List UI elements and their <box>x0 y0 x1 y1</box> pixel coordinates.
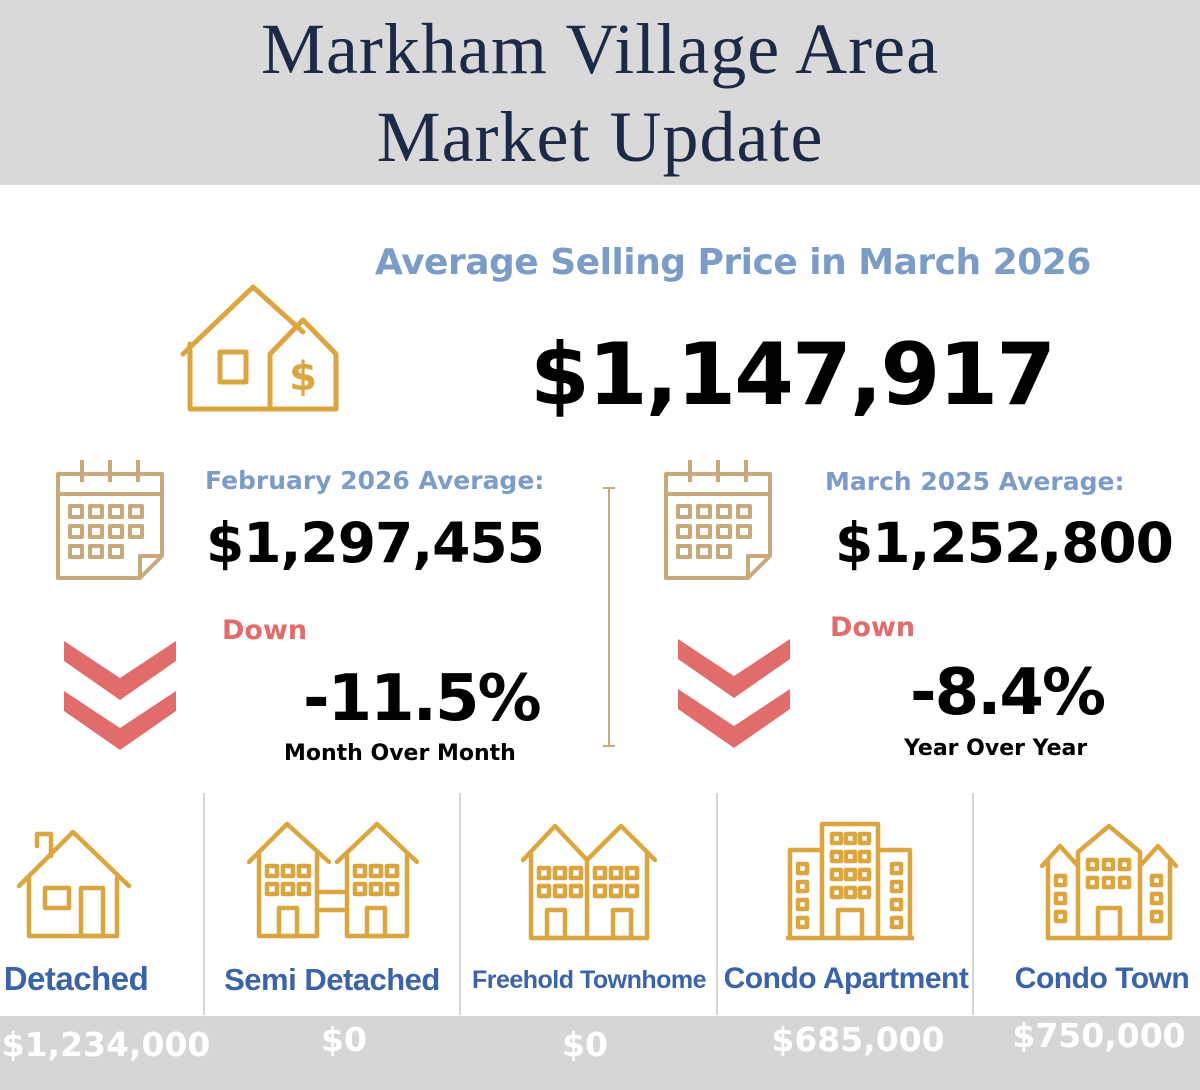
month-change-caption: Month Over Month <box>284 741 516 766</box>
page-title-line1: Markham Village Area <box>260 9 940 89</box>
semi-detached-icon <box>247 821 419 939</box>
average-price-heading: Average Selling Price in March 2026 <box>375 242 1091 283</box>
type-label-freehold-townhome: Freehold Townhome <box>471 966 707 994</box>
year-change-caption: Year Over Year <box>904 736 1088 761</box>
condo-apartment-icon <box>786 821 914 941</box>
comparison-divider <box>603 487 615 747</box>
column-divider <box>972 793 974 1015</box>
type-label-detached: Detached <box>3 960 149 997</box>
type-label-condo-town: Condo Town <box>1014 962 1190 995</box>
page-title-line2: Market Update <box>376 97 824 177</box>
year-compare-label: March 2025 Average: <box>825 467 1125 496</box>
month-compare-label: February 2026 Average: <box>205 466 545 495</box>
column-divider <box>716 793 718 1015</box>
month-change-value: -11.5% <box>303 662 542 736</box>
month-compare-value: $1,297,455 <box>206 511 545 575</box>
calendar-icon <box>56 460 164 580</box>
down-chevron-icon <box>64 641 176 750</box>
column-divider <box>203 793 205 1015</box>
header-banner: Markham Village Area Market Update <box>0 0 1200 185</box>
price-condo-apartment: $685,000 <box>771 1020 945 1059</box>
price-freehold-townhome: $0 <box>562 1025 608 1064</box>
type-label-semi-detached: Semi Detached <box>224 962 440 997</box>
svg-text:$: $ <box>289 354 317 400</box>
year-change-value: -8.4% <box>910 656 1106 730</box>
type-label-condo-apartment: Condo Apartment <box>723 962 969 995</box>
condo-town-icon <box>1040 823 1178 941</box>
price-semi-detached: $0 <box>321 1020 367 1059</box>
down-chevron-icon <box>678 639 790 748</box>
price-bar <box>0 1016 1200 1090</box>
year-compare-value: $1,252,800 <box>835 511 1174 575</box>
month-direction-label: Down <box>222 615 308 646</box>
house-dollar-icon: $ <box>180 284 339 412</box>
detached-house-icon <box>16 829 132 939</box>
calendar-icon <box>664 460 772 580</box>
average-price-value: $1,147,917 <box>530 325 1056 425</box>
column-divider <box>459 793 461 1015</box>
freehold-townhome-icon <box>521 823 657 941</box>
year-direction-label: Down <box>830 612 916 643</box>
price-condo-town: $750,000 <box>1012 1016 1186 1055</box>
price-detached: $1,234,000 <box>1 1025 211 1064</box>
